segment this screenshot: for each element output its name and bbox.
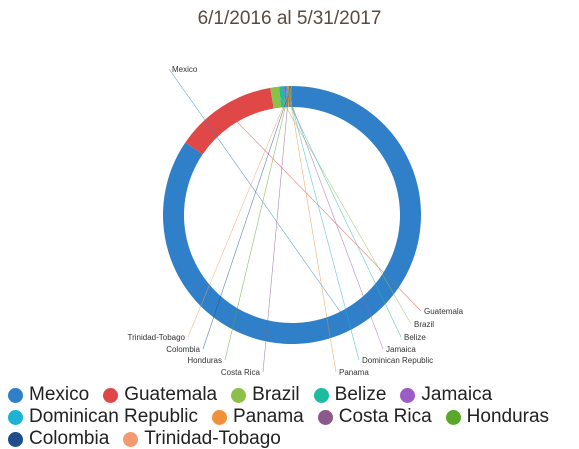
- legend-label-mexico: Mexico: [29, 385, 89, 405]
- legend-swatch-panama: [212, 410, 227, 425]
- legend-item-guatemala[interactable]: Guatemala: [103, 385, 217, 405]
- legend-swatch-colombia: [8, 432, 23, 447]
- slice-label-belize: Belize: [404, 333, 426, 342]
- slice-label-jamaica: Jamaica: [386, 345, 416, 354]
- legend-item-panama[interactable]: Panama: [212, 407, 304, 427]
- legend-item-costa-rica[interactable]: Costa Rica: [318, 407, 432, 427]
- leader-line-brazil: [275, 87, 411, 324]
- slice-label-guatemala: Guatemala: [424, 307, 464, 316]
- legend-item-trinidad-tobago[interactable]: Trinidad-Tobago: [123, 429, 281, 449]
- slice-label-panama: Panama: [339, 368, 369, 377]
- legend-swatch-brazil: [231, 388, 246, 403]
- legend-item-belize[interactable]: Belize: [314, 385, 387, 405]
- legend-swatch-mexico: [8, 388, 23, 403]
- legend-label-costa-rica: Costa Rica: [339, 407, 432, 427]
- legend: Mexico Guatemala Brazil Belize Jamaica Domini…: [8, 385, 576, 449]
- slice-label-dominican-republic: Dominican Republic: [362, 356, 433, 365]
- legend-swatch-dominican-republic: [8, 410, 23, 425]
- legend-label-trinidad-tobago: Trinidad-Tobago: [144, 429, 281, 449]
- slice-label-colombia: Colombia: [166, 345, 200, 354]
- slice-label-honduras: Honduras: [187, 356, 222, 365]
- slice-label-mexico: Mexico: [172, 65, 198, 74]
- legend-label-belize: Belize: [335, 385, 387, 405]
- slice-guatemala[interactable]: [185, 88, 273, 154]
- legend-item-brazil[interactable]: Brazil: [231, 385, 300, 405]
- donut-chart: Mexico Guatemala Brazil Belize Jamaica Domini…: [0, 0, 579, 385]
- slice-label-brazil: Brazil: [414, 320, 434, 329]
- legend-swatch-costa-rica: [318, 410, 333, 425]
- legend-swatch-jamaica: [400, 388, 415, 403]
- slice-label-costa-rica: Costa Rica: [221, 368, 261, 377]
- legend-swatch-trinidad-tobago: [123, 432, 138, 447]
- legend-label-guatemala: Guatemala: [124, 385, 217, 405]
- legend-label-dominican-republic: Dominican Republic: [29, 407, 198, 427]
- legend-label-honduras: Honduras: [467, 407, 549, 427]
- legend-swatch-honduras: [446, 410, 461, 425]
- legend-label-panama: Panama: [233, 407, 304, 427]
- legend-swatch-guatemala: [103, 388, 118, 403]
- legend-label-brazil: Brazil: [252, 385, 300, 405]
- legend-item-mexico[interactable]: Mexico: [8, 385, 89, 405]
- legend-item-dominican-republic[interactable]: Dominican Republic: [8, 407, 198, 427]
- legend-item-honduras[interactable]: Honduras: [446, 407, 549, 427]
- slice-label-trinidad-tobago: Trinidad-Tobago: [127, 333, 185, 342]
- legend-swatch-belize: [314, 388, 329, 403]
- legend-label-colombia: Colombia: [29, 429, 109, 449]
- legend-item-colombia[interactable]: Colombia: [8, 429, 109, 449]
- legend-item-jamaica[interactable]: Jamaica: [400, 385, 492, 405]
- legend-label-jamaica: Jamaica: [421, 385, 492, 405]
